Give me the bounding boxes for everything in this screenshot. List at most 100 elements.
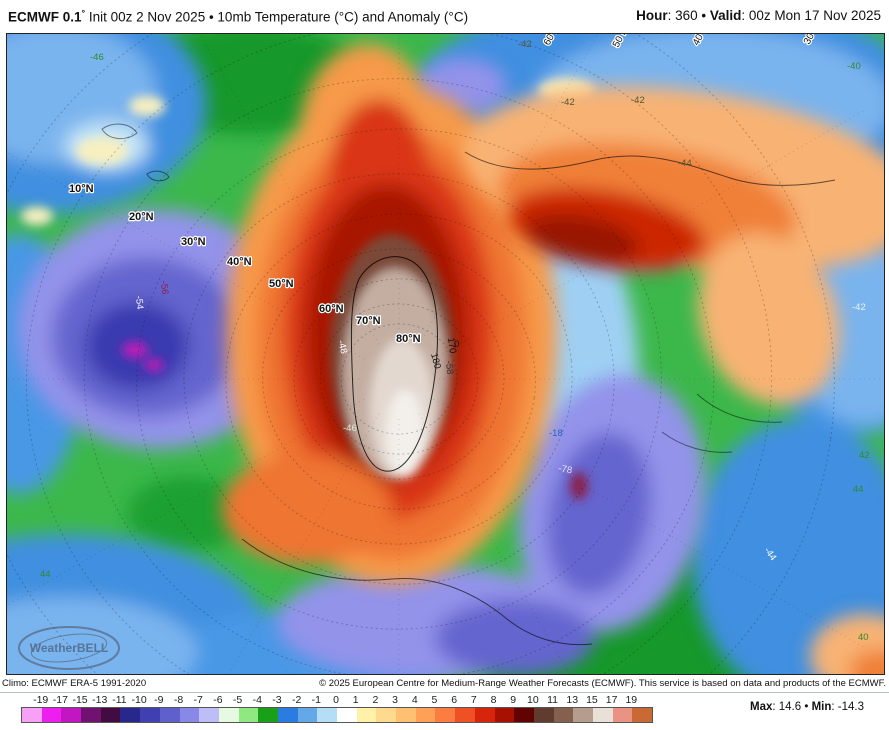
colorbar-tick-label: -4 bbox=[252, 694, 262, 706]
colorbar-tick-label: 8 bbox=[490, 694, 497, 706]
colorbar-tick-label: 6 bbox=[451, 694, 458, 706]
valid-value: : 00z Mon 17 Nov 2025 bbox=[741, 8, 881, 23]
map-label: 10°N bbox=[69, 183, 94, 195]
colorbar-tick-label: -7 bbox=[193, 694, 203, 706]
colorbar-segment bbox=[199, 708, 219, 722]
colorbar-segment bbox=[553, 708, 574, 722]
colorbar-tick-label: -9 bbox=[154, 694, 164, 706]
colorbar: -19 -17 -15 -13 -11 -10 -9 -8 -7 -6 -5 -4 -3 -2 -1 0 1 2 3… bbox=[21, 694, 653, 726]
colorbar-segment bbox=[41, 708, 62, 722]
model-name: ECMWF 0.1 bbox=[8, 9, 82, 25]
map-label: -54 bbox=[133, 295, 145, 310]
map-label: 42 bbox=[859, 450, 870, 461]
map-label: -46 bbox=[90, 52, 104, 63]
map-label: 180 bbox=[428, 352, 443, 370]
colorbar-tick-label: -6 bbox=[213, 694, 223, 706]
map-label: 40 bbox=[858, 632, 869, 643]
colorbar-segment bbox=[22, 708, 42, 722]
colorbar-gradient bbox=[21, 707, 653, 723]
colorbar-segment bbox=[218, 708, 239, 722]
colorbar-tick-label: 17 bbox=[605, 694, 618, 706]
colorbar-segment bbox=[159, 708, 180, 722]
colorbar-segment bbox=[415, 708, 436, 722]
colorbar-segment bbox=[258, 708, 278, 722]
map-label: 50°N bbox=[269, 278, 294, 290]
colorbar-tick-label: 10 bbox=[527, 694, 539, 706]
coastlines bbox=[101, 123, 836, 646]
colorbar-segment bbox=[238, 708, 259, 722]
colorbar-segment bbox=[632, 708, 652, 722]
map-label: -42 bbox=[561, 97, 575, 108]
colorbar-segment bbox=[612, 708, 633, 722]
colorbar-tick-label: -5 bbox=[232, 694, 243, 706]
hour-value: : 360 • bbox=[667, 8, 710, 23]
colorbar-segment bbox=[179, 708, 200, 722]
map-labels: 10°N20°N30°N40°N50°N60°N70°N80°N60 E 50 E… bbox=[40, 34, 870, 643]
colorbar-tick-label: -10 bbox=[131, 694, 147, 706]
colorbar-segment bbox=[474, 708, 495, 722]
contour-lines bbox=[7, 34, 884, 674]
map-label: -78 bbox=[557, 463, 572, 476]
colorbar-tick-label: -15 bbox=[72, 694, 88, 706]
map-label: 170 bbox=[445, 337, 458, 354]
map-label: -40 bbox=[847, 61, 861, 72]
max-min-readout: Max: 14.6 • Min: -14.3 bbox=[750, 701, 864, 713]
maxmin-separator: • bbox=[801, 701, 812, 713]
colorbar-segment bbox=[356, 708, 377, 722]
map-label: -58 bbox=[443, 360, 455, 375]
colorbar-segment bbox=[140, 708, 160, 722]
colorbar-segment bbox=[494, 708, 515, 722]
copyright-note: © 2025 European Centre for Medium-Range … bbox=[319, 678, 886, 689]
map-label: -44 bbox=[678, 158, 692, 169]
colorbar-segment bbox=[573, 708, 593, 722]
colorbar-tick-label: -13 bbox=[92, 694, 108, 706]
colorbar-tick-label: -3 bbox=[272, 694, 282, 706]
degree-mark: ° bbox=[81, 8, 86, 18]
weatherbell-watermark: WeatherBELL bbox=[18, 626, 120, 670]
min-value: : -14.3 bbox=[831, 701, 864, 713]
colorbar-segment bbox=[81, 708, 101, 722]
map-label: 60°N bbox=[319, 303, 344, 315]
hour-label: Hour bbox=[636, 8, 668, 23]
colorbar-tick-label: 3 bbox=[392, 694, 398, 706]
colorbar-tick-label: -19 bbox=[33, 694, 49, 706]
colorbar-segment bbox=[297, 708, 318, 722]
anomaly-shading: WeatherBELL 10°N 20°N 30°N 40°N 50°N 60°N 70°N… bbox=[7, 34, 884, 674]
max-value: : 14.6 bbox=[772, 701, 802, 713]
map-label: 30°N bbox=[181, 236, 206, 248]
colorbar-tick-label: -8 bbox=[173, 694, 184, 706]
colorbar-segment bbox=[435, 708, 456, 722]
caption-strip: Climo: ECMWF ERA-5 1991-2020 © 2025 Euro… bbox=[0, 676, 889, 693]
colorbar-segment bbox=[61, 708, 82, 722]
colorbar-segment bbox=[514, 708, 534, 722]
colorbar-tick-label: 5 bbox=[431, 694, 438, 706]
map-label: -42 bbox=[631, 95, 645, 106]
header: ECMWF 0.1° Init 00z 2 Nov 2025 • 10mb Te… bbox=[0, 0, 889, 31]
title-rest: Init 00z 2 Nov 2025 • 10mb Temperature (… bbox=[85, 9, 469, 25]
map-label: -56 bbox=[158, 280, 170, 295]
colorbar-segment bbox=[376, 708, 397, 722]
colorbar-tick-label: 0 bbox=[333, 694, 339, 706]
colorbar-segment bbox=[533, 708, 554, 722]
colorbar-tick-label: 2 bbox=[372, 694, 379, 706]
map-label: -46 bbox=[343, 423, 357, 434]
colorbar-tick-labels: -19 -17 -15 -13 -11 -10 -9 -8 -7 -6 -5 -4 -3 -2 -1 0 1 2 3… bbox=[21, 694, 651, 706]
colorbar-tick-label: 15 bbox=[586, 694, 598, 706]
map-label: -18 bbox=[549, 428, 563, 439]
colorbar-tick-label: -2 bbox=[291, 694, 302, 706]
colorbar-segment bbox=[277, 708, 298, 722]
climo-note: Climo: ECMWF ERA-5 1991-2020 bbox=[2, 678, 147, 689]
map-label: 0 bbox=[454, 339, 459, 350]
colorbar-segment bbox=[592, 708, 613, 722]
colorbar-tick-label: 11 bbox=[547, 694, 559, 706]
map-label: -42 bbox=[852, 302, 866, 313]
map-label: -48 bbox=[335, 339, 349, 355]
valid-time: Hour: 360 • Valid: 00z Mon 17 Nov 2025 bbox=[636, 8, 881, 23]
colorbar-tick-label: 9 bbox=[510, 694, 517, 706]
chart-title: ECMWF 0.1° Init 00z 2 Nov 2025 • 10mb Te… bbox=[8, 8, 468, 25]
max-label: Max bbox=[750, 701, 773, 713]
colorbar-tick-label: 13 bbox=[566, 694, 579, 706]
colorbar-tick-label: 7 bbox=[470, 694, 477, 706]
colorbar-tick-label: 4 bbox=[411, 694, 418, 706]
